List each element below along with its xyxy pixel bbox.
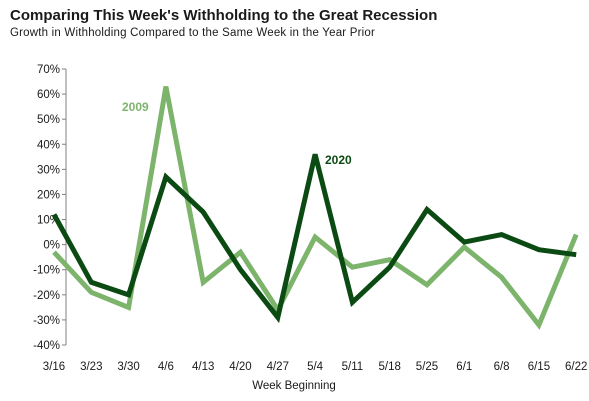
y-tick-labels: -40%-30%-20%-10%0%10%20%30%40%50%60%70% <box>33 64 66 352</box>
chart-subtitle: Growth in Withholding Compared to the Sa… <box>10 27 375 39</box>
x-tick-label: 4/13 <box>192 361 214 373</box>
y-tick-label: 20% <box>37 189 60 201</box>
y-tick-label: 50% <box>37 114 60 126</box>
y-tick-label: 70% <box>37 64 60 76</box>
x-tick-label: 4/20 <box>229 361 251 373</box>
y-tick-label: 30% <box>37 164 60 176</box>
x-tick-label: 6/8 <box>494 361 510 373</box>
x-tick-label: 3/30 <box>117 361 139 373</box>
y-tick-label: -10% <box>33 265 60 277</box>
x-axis-title: Week Beginning <box>252 380 336 392</box>
y-tick-label: -30% <box>33 315 60 327</box>
y-tick-label: 60% <box>37 89 60 101</box>
series-label-2020: 2020 <box>325 153 352 167</box>
x-tick-label: 3/16 <box>43 361 65 373</box>
x-tick-label: 4/6 <box>158 361 174 373</box>
y-tick-label: 40% <box>37 139 60 151</box>
y-tick-label: -40% <box>33 340 60 352</box>
x-tick-label: 6/1 <box>456 361 472 373</box>
series-lines <box>51 86 579 330</box>
x-tick-label: 5/25 <box>416 361 438 373</box>
series-line-2009 <box>52 86 579 330</box>
x-tick-label: 6/15 <box>528 361 550 373</box>
x-tick-label: 5/11 <box>342 361 364 373</box>
x-tick-label: 5/4 <box>307 361 324 373</box>
x-tick-label: 4/27 <box>267 361 289 373</box>
series-label-2009: 2009 <box>122 100 149 114</box>
y-tick-label: 0% <box>43 240 60 252</box>
x-tick-label: 3/23 <box>80 361 102 373</box>
x-tick-label: 5/18 <box>379 361 401 373</box>
y-tick-label: -20% <box>33 290 60 302</box>
series-line-2020 <box>51 153 577 324</box>
chart-title: Comparing This Week's Withholding to the… <box>10 7 438 24</box>
x-tick-labels: 3/16 3/23 3/30 4/6 4/13 4/20 4/27 5/4 5/11 5/18 5/… <box>43 361 588 373</box>
x-tick-label: 6/22 <box>565 361 587 373</box>
